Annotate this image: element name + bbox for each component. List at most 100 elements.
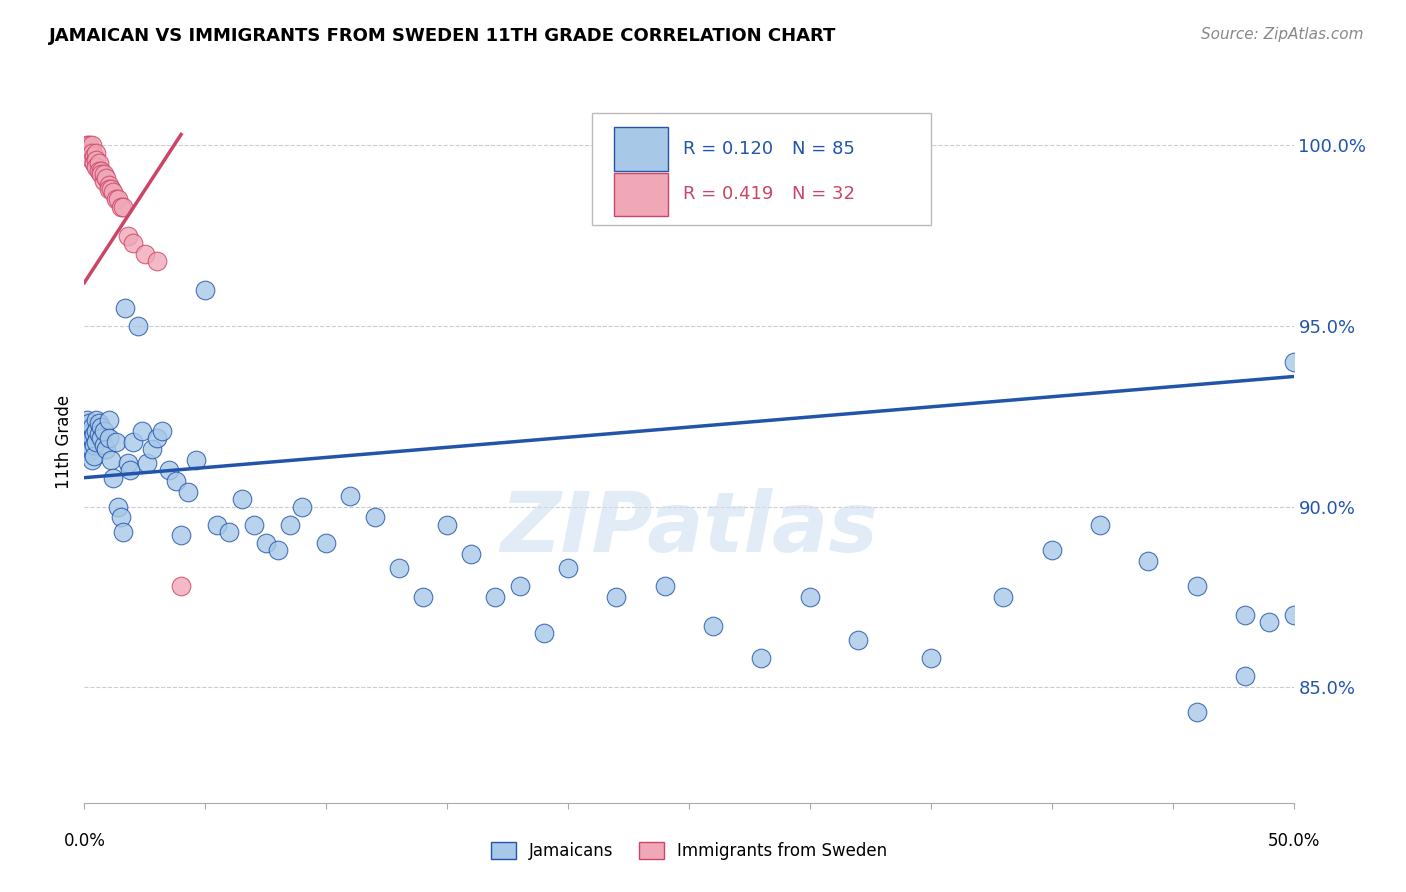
- Point: [103, 186, 125, 200]
- Point: [1185, 706, 1208, 720]
- Point: [799, 590, 821, 604]
- Point: [112, 200, 135, 214]
- FancyBboxPatch shape: [592, 112, 931, 225]
- Point: [339, 489, 361, 503]
- Point: [94, 442, 117, 456]
- Point: [94, 170, 117, 185]
- Point: [77, 145, 100, 160]
- Point: [291, 500, 314, 514]
- Point: [1137, 554, 1160, 568]
- Point: [134, 246, 156, 260]
- Point: [1234, 607, 1257, 622]
- Text: Source: ZipAtlas.com: Source: ZipAtlas.com: [1201, 27, 1364, 42]
- Text: ZIPatlas: ZIPatlas: [501, 488, 877, 569]
- Point: [86, 424, 108, 438]
- Point: [107, 500, 129, 514]
- Point: [194, 283, 217, 297]
- Point: [87, 163, 110, 178]
- Point: [533, 626, 555, 640]
- Point: [97, 431, 120, 445]
- Point: [484, 590, 506, 604]
- Point: [114, 301, 136, 315]
- Point: [100, 452, 122, 467]
- Point: [150, 424, 173, 438]
- Point: [90, 163, 112, 178]
- Point: [436, 517, 458, 532]
- Point: [136, 456, 159, 470]
- Point: [207, 517, 229, 532]
- Point: [80, 431, 103, 445]
- Point: [86, 413, 108, 427]
- Point: [121, 235, 143, 250]
- Point: [104, 434, 127, 449]
- Point: [107, 193, 129, 207]
- Point: [90, 420, 112, 434]
- Point: [76, 424, 98, 438]
- Point: [76, 413, 98, 427]
- Point: [97, 178, 120, 192]
- Point: [103, 471, 125, 485]
- Point: [90, 431, 112, 445]
- Point: [83, 156, 105, 170]
- Point: [412, 590, 434, 604]
- Point: [460, 547, 482, 561]
- Point: [83, 427, 105, 442]
- Point: [751, 651, 773, 665]
- Point: [846, 633, 869, 648]
- Point: [1282, 355, 1305, 369]
- Point: [80, 442, 103, 456]
- Point: [110, 510, 132, 524]
- Point: [86, 160, 108, 174]
- Point: [127, 318, 149, 333]
- Bar: [614, 173, 668, 216]
- Point: [93, 167, 115, 181]
- Point: [83, 438, 105, 452]
- Point: [278, 517, 301, 532]
- Point: [112, 524, 135, 539]
- Point: [76, 145, 98, 160]
- Point: [170, 528, 193, 542]
- Point: [605, 590, 627, 604]
- Point: [87, 427, 110, 442]
- Legend: Jamaicans, Immigrants from Sweden: Jamaicans, Immigrants from Sweden: [484, 835, 894, 867]
- Point: [242, 517, 264, 532]
- Point: [110, 200, 132, 214]
- Point: [87, 417, 110, 431]
- Point: [83, 149, 105, 163]
- Text: JAMAICAN VS IMMIGRANTS FROM SWEDEN 11TH GRADE CORRELATION CHART: JAMAICAN VS IMMIGRANTS FROM SWEDEN 11TH …: [49, 27, 837, 45]
- Point: [654, 579, 676, 593]
- Point: [76, 434, 98, 449]
- Point: [97, 413, 120, 427]
- Point: [254, 535, 277, 549]
- Text: N = 85: N = 85: [792, 140, 855, 158]
- Point: [93, 438, 115, 452]
- Point: [184, 452, 207, 467]
- Point: [120, 463, 142, 477]
- Point: [170, 579, 193, 593]
- Point: [1088, 517, 1111, 532]
- Point: [97, 182, 120, 196]
- Point: [131, 424, 153, 438]
- Point: [80, 153, 103, 167]
- Point: [165, 475, 187, 489]
- Point: [80, 452, 103, 467]
- Point: [104, 193, 127, 207]
- Point: [86, 145, 108, 160]
- Point: [1185, 579, 1208, 593]
- Text: 0.0%: 0.0%: [63, 831, 105, 850]
- Point: [90, 167, 112, 181]
- Point: [117, 228, 139, 243]
- Point: [920, 651, 942, 665]
- Point: [87, 156, 110, 170]
- Text: N = 32: N = 32: [792, 186, 855, 203]
- Point: [86, 153, 108, 167]
- Y-axis label: 11th Grade: 11th Grade: [55, 394, 73, 489]
- Point: [77, 417, 100, 431]
- Point: [1282, 607, 1305, 622]
- Text: R = 0.419: R = 0.419: [683, 186, 773, 203]
- Point: [141, 442, 163, 456]
- Point: [121, 434, 143, 449]
- Point: [702, 619, 724, 633]
- Point: [80, 138, 103, 153]
- Point: [1040, 543, 1063, 558]
